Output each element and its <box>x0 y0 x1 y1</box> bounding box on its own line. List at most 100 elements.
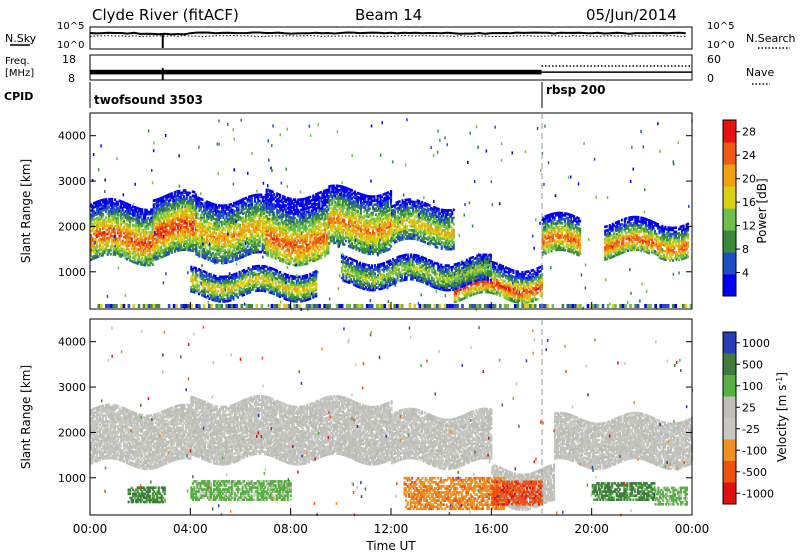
power-cell <box>97 234 100 238</box>
power-cell <box>129 234 132 238</box>
power-cell <box>353 190 356 194</box>
power-cell <box>97 224 100 228</box>
power-cell <box>105 249 108 252</box>
noise-top-tick: 10^5 <box>57 21 84 32</box>
power-cell <box>164 194 167 198</box>
power-cell <box>164 229 167 233</box>
power-cell <box>164 217 167 220</box>
power-cell <box>138 223 141 227</box>
power-cell <box>105 216 108 220</box>
power-cell <box>167 244 170 248</box>
power-cell <box>90 203 93 206</box>
power-cell <box>433 236 436 240</box>
power-cell <box>166 210 169 214</box>
power-cell <box>142 233 145 236</box>
power-cell <box>136 249 139 253</box>
power-cell <box>139 224 142 227</box>
power-cell <box>139 222 142 225</box>
power-cell <box>147 231 150 234</box>
power-cell <box>139 240 142 244</box>
power-cell <box>132 256 135 259</box>
power-cell <box>148 255 151 259</box>
power-cell <box>99 199 102 203</box>
power-cell <box>145 237 148 240</box>
power-cell <box>109 246 112 250</box>
power-cell <box>117 215 120 218</box>
power-cell <box>152 238 155 241</box>
power-cell <box>91 239 94 242</box>
power-cell <box>142 218 145 222</box>
power-cell <box>117 248 120 251</box>
power-cell <box>121 249 124 253</box>
power-cell <box>142 251 145 254</box>
power-cell <box>123 225 126 229</box>
power-cell <box>160 207 163 210</box>
power-cell <box>155 216 158 220</box>
power-cell <box>123 254 126 257</box>
power-cell <box>90 242 93 245</box>
power-cell <box>94 201 97 204</box>
power-cell <box>147 255 150 259</box>
power-cell <box>100 203 103 206</box>
power-cell <box>147 243 150 246</box>
power-cell <box>145 257 148 261</box>
power-cell <box>108 199 111 203</box>
power-cell <box>121 206 124 210</box>
power-cell <box>164 231 167 235</box>
power-cell <box>138 227 141 231</box>
power-cell <box>115 213 118 216</box>
power-cell <box>115 217 118 220</box>
power-cell <box>141 218 144 221</box>
power-cell <box>415 225 418 229</box>
power-cell <box>100 207 103 210</box>
power-cell <box>106 236 109 240</box>
power-cell <box>96 219 99 222</box>
power-cell <box>132 217 135 221</box>
power-cell <box>167 232 170 235</box>
power-cell <box>138 258 141 262</box>
power-cell <box>144 212 147 216</box>
power-cell <box>141 208 144 211</box>
power-cell <box>129 240 132 244</box>
power-cell <box>265 237 268 241</box>
power-cell <box>148 261 151 265</box>
power-cell <box>99 232 102 235</box>
power-cell <box>144 233 147 236</box>
power-cell <box>118 250 121 254</box>
power-cell <box>111 234 114 238</box>
power-cell <box>150 241 153 244</box>
power-cell <box>117 239 120 243</box>
power-cell <box>157 230 160 234</box>
power-cell <box>102 219 105 222</box>
power-cell <box>139 250 142 254</box>
power-cell <box>91 227 94 230</box>
power-cell <box>155 247 158 251</box>
power-cell <box>105 210 108 213</box>
power-cell <box>126 237 129 240</box>
power-cell <box>111 220 114 223</box>
power-cell <box>109 212 112 215</box>
power-cell <box>97 251 100 254</box>
power-cell <box>158 199 161 203</box>
power-cell <box>126 243 129 247</box>
power-cell <box>139 246 142 250</box>
power-cell <box>139 216 142 219</box>
power-cell <box>105 232 108 236</box>
power-cell <box>112 241 115 244</box>
power-cell <box>106 249 109 252</box>
power-cell <box>147 225 150 228</box>
power-cell <box>167 211 170 215</box>
power-cell <box>123 203 126 206</box>
power-cell <box>109 204 112 207</box>
power-cell <box>126 229 129 232</box>
power-cell <box>124 236 127 240</box>
power-cell <box>167 236 170 239</box>
power-cell <box>105 224 108 228</box>
power-cell <box>133 257 136 260</box>
power-cell <box>154 217 157 220</box>
power-cell <box>111 200 114 203</box>
power-cell <box>108 238 111 242</box>
power-cell <box>93 242 96 246</box>
power-cell <box>154 233 157 237</box>
power-cell <box>120 200 123 203</box>
